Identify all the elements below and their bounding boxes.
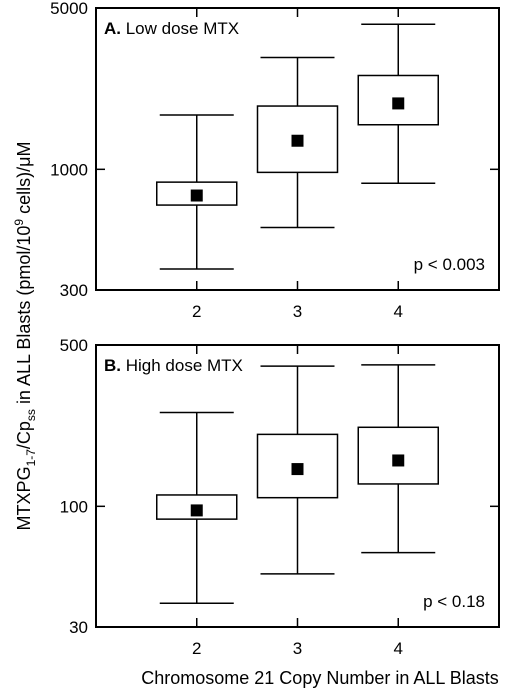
center-marker [291,134,304,147]
center-marker [190,504,203,517]
box-plot-4 [357,364,439,554]
y-label-rest2: cells)/μM [14,142,34,219]
panel-b-p-value: p < 0.18 [423,592,485,611]
panel-a-title-text: Low dose MTX [121,19,239,38]
box-plot-4 [357,23,439,185]
x-tick-label: 2 [192,639,201,658]
center-marker [190,189,203,202]
box-plot-3 [256,365,339,575]
panel-b: 30 100 500 2 3 4 B. High dose MTX p < 0.18 [60,336,500,658]
panel-a-letter: A. [104,19,121,38]
y-tick-label: 5000 [50,0,88,18]
panel-b-title-text: High dose MTX [121,356,243,375]
y-axis-label: MTXPG1-7/Cpss in ALL Blasts (pmol/109 ce… [12,142,38,531]
panel-b-letter: B. [104,356,121,375]
center-marker [392,97,405,110]
panel-a-title: A. Low dose MTX [104,19,239,38]
x-tick-label: 3 [293,302,302,321]
y-tick-label: 1000 [50,160,88,179]
panel-a: 300 1000 5000 2 3 4 A. Low dose MTX p < 0.003 [50,0,500,321]
panel-a-p-value: p < 0.003 [414,255,485,274]
panel-b-title: B. High dose MTX [104,356,243,375]
x-tick-label: 2 [192,302,201,321]
x-tick-label: 4 [394,302,403,321]
y-label-sub2: ss [24,409,38,421]
y-label-sup: 9 [12,219,26,226]
center-marker [392,454,405,467]
y-tick-label: 500 [60,336,88,355]
x-tick-label: 3 [293,639,302,658]
y-tick-label: 30 [69,618,88,637]
y-label-rest1: in ALL Blasts (pmol/10 [14,226,34,409]
box-plot-2 [156,114,238,270]
y-label-sub1: 1-7 [24,449,38,467]
y-tick-label: 100 [60,497,88,516]
x-axis-label: Chromosome 21 Copy Number in ALL Blasts [141,668,499,688]
y-label-mid: /Cp [14,421,34,449]
box-plot-3 [256,56,339,229]
y-tick-label: 300 [60,281,88,300]
y-label-main: MTXPG [14,466,34,530]
center-marker [291,463,304,476]
box-plot-2 [156,411,238,605]
x-tick-label: 4 [394,639,403,658]
